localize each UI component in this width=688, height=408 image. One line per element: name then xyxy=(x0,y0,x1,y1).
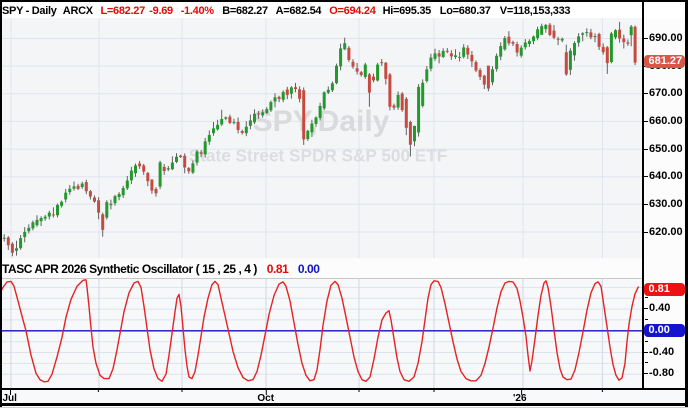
svg-text:State Street SPDR S&P 500 ETF: State Street SPDR S&P 500 ETF xyxy=(189,146,448,166)
